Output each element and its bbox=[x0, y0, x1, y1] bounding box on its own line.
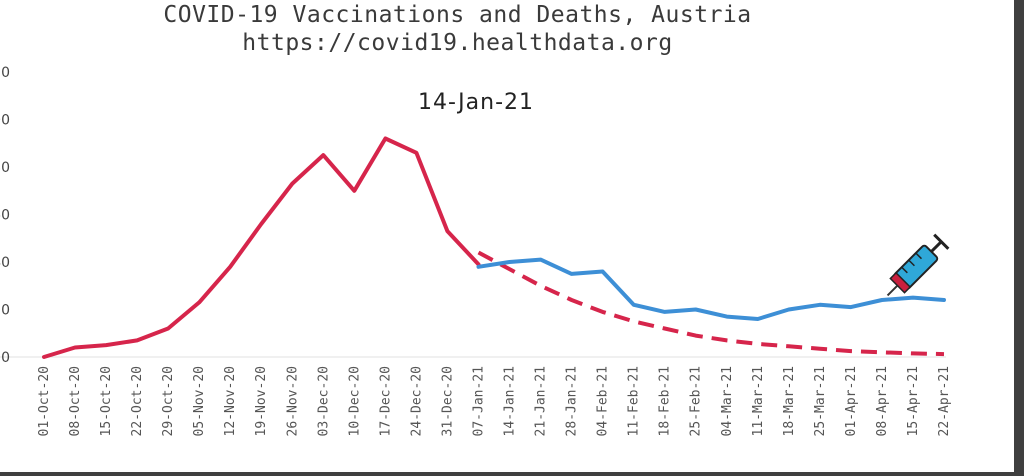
frame-edge-bottom bbox=[0, 472, 1024, 476]
x-tick-label: 14-Jan-21 bbox=[503, 366, 518, 436]
x-tick-label: 21-Jan-21 bbox=[534, 366, 549, 436]
x-tick-label: 24-Dec-20 bbox=[409, 366, 424, 436]
x-tick-label: 22-Apr-21 bbox=[937, 366, 952, 436]
x-tick-label: 18-Mar-21 bbox=[782, 366, 797, 436]
x-tick-label: 05-Nov-20 bbox=[192, 366, 207, 436]
series-line-2 bbox=[477, 250, 945, 357]
x-tick-label: 03-Dec-20 bbox=[316, 366, 331, 436]
chart-subtitle: https://covid19.healthdata.org bbox=[242, 30, 673, 56]
y-tick-label: 40 bbox=[0, 255, 10, 271]
x-tick-label: 31-Dec-20 bbox=[440, 366, 455, 436]
x-tick-label: 15-Oct-20 bbox=[99, 366, 114, 436]
x-tick-label: 07-Jan-21 bbox=[471, 366, 486, 436]
x-tick-label: 01-Oct-20 bbox=[37, 366, 52, 436]
y-tick-label: 80 bbox=[0, 160, 10, 176]
y-tick-label: 20 bbox=[0, 303, 10, 319]
x-tick-label: 04-Mar-21 bbox=[720, 366, 735, 436]
y-tick-label: 100 bbox=[0, 113, 10, 129]
x-tick-label: 11-Mar-21 bbox=[751, 366, 766, 436]
x-tick-label: 28-Jan-21 bbox=[565, 366, 580, 436]
x-tick-label: 25-Feb-21 bbox=[689, 366, 704, 436]
date-annotation: 14-Jan-21 bbox=[418, 90, 535, 115]
x-tick-label: 12-Nov-20 bbox=[223, 366, 238, 436]
x-tick-label: 18-Feb-21 bbox=[658, 366, 673, 436]
x-tick-label: 08-Apr-21 bbox=[875, 366, 890, 436]
series-line-3 bbox=[476, 257, 946, 321]
syringe-icon bbox=[886, 233, 950, 297]
y-tick-label: 60 bbox=[0, 208, 10, 224]
x-tick-label: 19-Nov-20 bbox=[254, 366, 269, 436]
chart-title: COVID-19 Vaccinations and Deaths, Austri… bbox=[163, 2, 752, 28]
x-tick-label: 26-Nov-20 bbox=[285, 366, 300, 436]
x-tick-label: 17-Dec-20 bbox=[378, 366, 393, 436]
frame-edge-right bbox=[1014, 0, 1024, 476]
series-line-1 bbox=[42, 136, 481, 359]
x-tick-label: 25-Mar-21 bbox=[813, 366, 828, 436]
x-tick-label: 29-Oct-20 bbox=[161, 366, 176, 436]
x-tick-label: 11-Feb-21 bbox=[627, 366, 642, 436]
x-tick-label: 22-Oct-20 bbox=[130, 366, 145, 436]
y-tick-label: 120 bbox=[0, 65, 10, 81]
x-tick-label: 01-Apr-21 bbox=[844, 366, 859, 436]
x-tick-label: 08-Oct-20 bbox=[68, 366, 83, 436]
y-tick-label: 0 bbox=[1, 350, 10, 366]
x-tick-label: 10-Dec-20 bbox=[347, 366, 362, 436]
x-tick-label: 15-Apr-21 bbox=[906, 366, 921, 436]
x-tick-label: 04-Feb-21 bbox=[596, 366, 611, 436]
